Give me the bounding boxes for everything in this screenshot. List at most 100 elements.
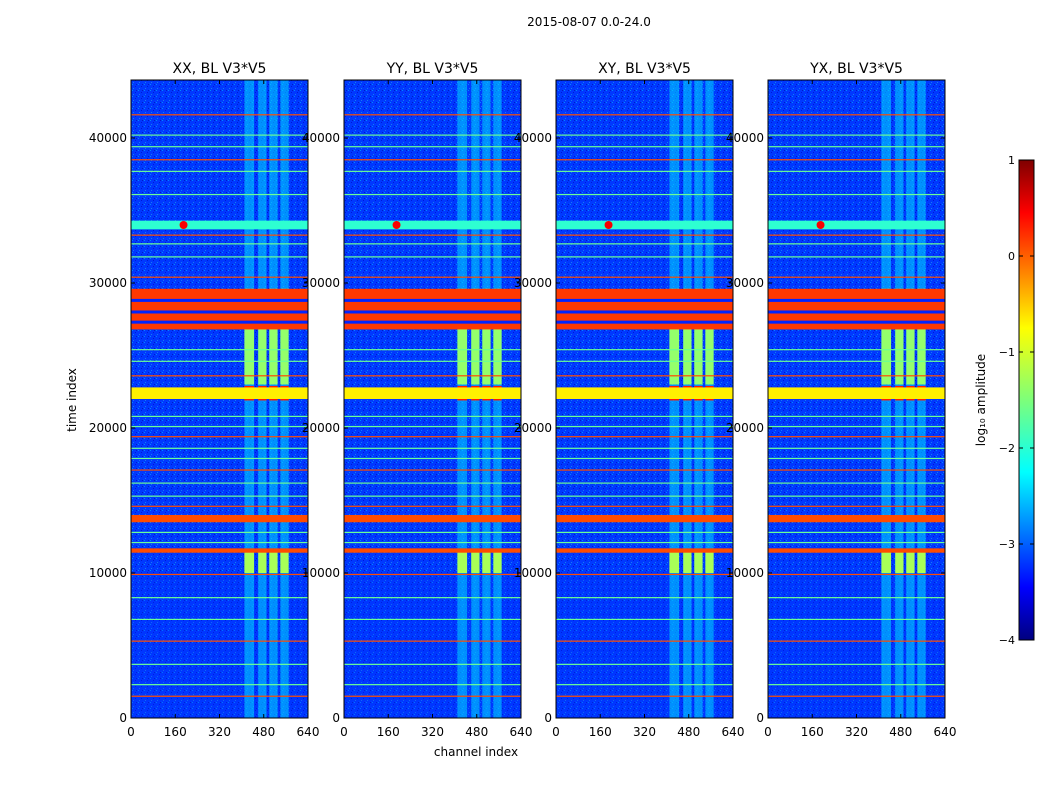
rfi-time-line <box>344 482 521 484</box>
colorbar-ticks: 1 0 −1 −2 −3 −4 <box>999 154 1034 647</box>
colorbar-tick-label: −1 <box>999 346 1015 359</box>
rfi-time-line <box>768 146 945 148</box>
source-track <box>131 220 308 230</box>
rfi-block <box>269 549 278 573</box>
rfi-time-line <box>131 360 308 362</box>
rfi-time-line <box>768 170 945 172</box>
rfi-time-line <box>556 114 733 116</box>
panels: XX, BL V3*V5 0 160 320 480 640 0 10000 20000 3000… <box>89 61 957 739</box>
rfi-time-line <box>131 573 308 576</box>
band-gap <box>556 298 733 302</box>
y-tick-label: 20000 <box>726 421 764 435</box>
rfi-time-line <box>131 243 308 245</box>
rfi-time-line <box>556 482 733 484</box>
rfi-time-line <box>344 234 521 236</box>
rfi-time-line <box>556 159 733 161</box>
rfi-time-band <box>131 548 308 553</box>
y-tick-label: 0 <box>119 711 127 725</box>
y-tick-label: 30000 <box>89 276 127 290</box>
rfi-block <box>280 329 289 385</box>
colorbar-tick-label: 1 <box>1008 154 1015 167</box>
rfi-time-line <box>344 134 521 136</box>
y-tick-label: 30000 <box>514 276 552 290</box>
rfi-block <box>471 329 480 385</box>
band-gap <box>344 320 521 324</box>
panel-title: YX, BL V3*V5 <box>809 61 903 77</box>
y-tick-label: 40000 <box>89 131 127 145</box>
rfi-block <box>244 329 255 385</box>
colorbar-tick-label: −4 <box>999 634 1015 647</box>
x-tick-label: 320 <box>421 725 444 739</box>
rfi-time-line <box>344 349 521 351</box>
rfi-block <box>694 549 703 573</box>
rfi-time-line <box>131 663 308 665</box>
y-tick-label: 30000 <box>726 276 764 290</box>
heatmap-image <box>131 80 308 718</box>
panel-yy: YY, BL V3*V5 0 160 320 480 640 0 10000 20000 3000… <box>302 61 533 739</box>
rfi-time-line <box>768 276 945 278</box>
y-tick-label: 10000 <box>302 566 340 580</box>
y-tick-label: 20000 <box>89 421 127 435</box>
rfi-block <box>269 329 278 385</box>
colorbar: 1 0 −1 −2 −3 −4 log₁₀ amplitude <box>974 154 1035 647</box>
rfi-time-line <box>768 436 945 438</box>
rfi-time-line <box>344 193 521 196</box>
rfi-time-line <box>768 159 945 161</box>
rfi-block <box>917 549 926 573</box>
rfi-time-band <box>768 548 945 553</box>
y-axis-label: time index <box>65 368 79 432</box>
x-tick-label: 0 <box>552 725 560 739</box>
bright-source <box>392 221 401 229</box>
y-tick-label: 20000 <box>302 421 340 435</box>
rfi-time-line <box>556 170 733 172</box>
rfi-time-line <box>131 425 308 428</box>
rfi-time-line <box>556 618 733 620</box>
rfi-block <box>669 329 680 385</box>
source-track <box>556 220 733 230</box>
y-tick-label: 40000 <box>726 131 764 145</box>
rfi-block <box>895 329 904 385</box>
rfi-time-line <box>556 276 733 278</box>
rfi-time-line <box>344 597 521 599</box>
rfi-time-line <box>344 276 521 278</box>
rfi-time-line <box>131 375 308 377</box>
rfi-time-line <box>344 243 521 245</box>
rfi-time-line <box>768 256 945 258</box>
rfi-time-line <box>556 234 733 236</box>
rfi-time-band <box>344 515 521 523</box>
rfi-time-line <box>556 256 733 258</box>
rfi-time-line <box>556 146 733 148</box>
rfi-time-line <box>768 541 945 544</box>
rfi-time-line <box>344 447 521 449</box>
source-track <box>768 220 945 230</box>
rfi-time-band <box>556 515 733 523</box>
x-tick-label: 160 <box>164 725 187 739</box>
rfi-block <box>457 549 468 573</box>
rfi-time-line <box>131 256 308 258</box>
rfi-time-line <box>131 436 308 438</box>
x-tick-label: 480 <box>677 725 700 739</box>
rfi-time-line <box>556 597 733 599</box>
band-gap <box>768 320 945 324</box>
rfi-time-line <box>768 482 945 484</box>
rfi-time-line <box>131 159 308 161</box>
rfi-time-line <box>556 495 733 497</box>
rfi-time-line <box>556 134 733 136</box>
rfi-time-line <box>131 193 308 196</box>
rfi-time-line <box>344 684 521 686</box>
rfi-time-line <box>131 415 308 417</box>
rfi-block <box>258 549 267 573</box>
rfi-block <box>683 549 692 573</box>
rfi-block <box>280 549 289 573</box>
rfi-time-line <box>131 457 308 460</box>
rfi-time-line <box>344 146 521 148</box>
rfi-time-line <box>768 234 945 236</box>
rfi-block <box>669 549 680 573</box>
band-gap <box>131 310 308 314</box>
rfi-time-band <box>768 387 945 399</box>
rfi-time-line <box>768 695 945 697</box>
rfi-time-line <box>768 425 945 428</box>
rfi-time-line <box>131 541 308 544</box>
colorbar-tick-label: −2 <box>999 442 1015 455</box>
rfi-block <box>906 549 915 573</box>
